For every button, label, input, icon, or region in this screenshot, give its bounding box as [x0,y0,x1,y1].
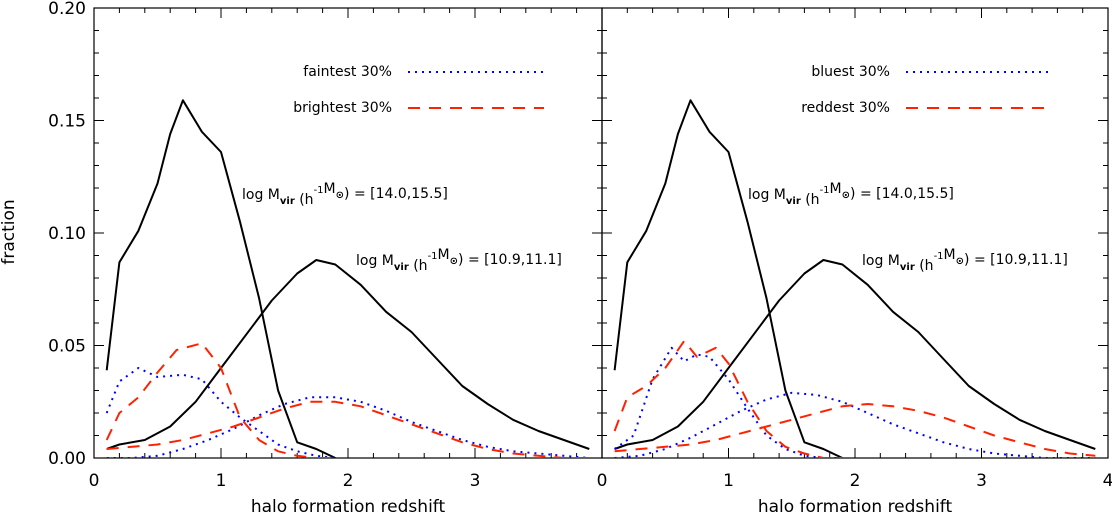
x-tick-label-1-0: 0 [597,471,608,491]
legend-label-1-1: reddest 30% [801,100,890,116]
x-tick-label-0-3: 3 [470,471,481,491]
series-line-1-3 [613,340,843,458]
y-axis-title: fraction [0,199,19,264]
y-tick-label-0-0: 0.00 [48,449,86,469]
y-tick-label-0-1: 0.05 [48,337,86,357]
series-line-0-2 [105,367,336,458]
annotation-1-0: log Mvir (h-1M⊙) = [14.0,15.5] [748,181,954,208]
y-tick-label-0-2: 0.10 [48,224,86,244]
legend-label-0-0: faintest 30% [303,64,392,80]
x-tick-label-1-3: 3 [976,471,987,491]
series-line-0-0 [105,99,336,458]
x-tick-label-0-0: 0 [89,471,100,491]
legend-label-0-1: brightest 30% [293,100,392,116]
annotation-1-1: log Mvir (h-1M⊙) = [10.9,11.1] [862,247,1068,274]
x-axis-title-1: halo formation redshift [758,497,953,516]
x-tick-label-1-1: 1 [723,471,734,491]
y-tick-label-0-3: 0.15 [48,112,86,132]
series-line-0-4 [106,396,590,458]
annotation-0-0: log Mvir (h-1M⊙) = [14.0,15.5] [242,181,448,208]
series-line-0-1 [106,259,590,450]
x-axis-title-0: halo formation redshift [251,497,446,516]
series-line-0-3 [105,342,336,458]
series-line-1-2 [614,346,843,458]
x-tick-label-0-1: 1 [216,471,227,491]
legend-label-1-0: bluest 30% [811,64,890,80]
series-line-1-0 [613,99,843,458]
series-line-1-4 [614,391,1096,458]
x-tick-label-1-2: 2 [850,471,861,491]
y-tick-label-0-4: 0.20 [48,0,86,19]
series-line-1-1 [614,259,1096,450]
x-tick-label-0-2: 2 [343,471,354,491]
annotation-0-1: log Mvir (h-1M⊙) = [10.9,11.1] [356,247,562,274]
x-tick-label-1-4: 4 [1103,471,1112,491]
